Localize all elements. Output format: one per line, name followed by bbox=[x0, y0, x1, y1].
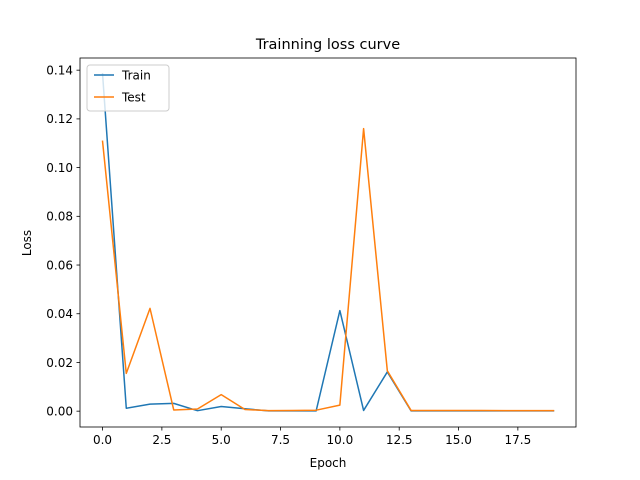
legend-box bbox=[86, 64, 170, 112]
legend-label-train: Train bbox=[121, 68, 151, 82]
y-tick-label: 0.14 bbox=[46, 63, 73, 77]
x-tick-label: 12.5 bbox=[386, 433, 413, 447]
x-tick-label: 5.0 bbox=[212, 433, 231, 447]
legend: Train Test bbox=[86, 64, 170, 112]
y-axis: 0.00 0.02 0.04 0.06 0.08 0.10 0.12 0.14 bbox=[46, 63, 80, 418]
y-tick-label: 0.12 bbox=[46, 112, 73, 126]
series-line-test bbox=[101, 127, 555, 412]
legend-label-test: Test bbox=[121, 90, 146, 104]
x-axis: 0.0 2.5 5.0 7.5 10.0 12.5 15.0 17.5 bbox=[93, 427, 531, 447]
y-axis-label: Loss bbox=[20, 230, 34, 256]
x-tick-label: 7.5 bbox=[271, 433, 290, 447]
series-layer bbox=[101, 73, 555, 412]
y-tick-label: 0.04 bbox=[46, 307, 73, 321]
x-tick-label: 0.0 bbox=[93, 433, 112, 447]
y-tick-label: 0.06 bbox=[46, 258, 73, 272]
y-tick-label: 0.10 bbox=[46, 161, 73, 175]
x-tick-label: 17.5 bbox=[504, 433, 531, 447]
chart-title: Trainning loss curve bbox=[255, 37, 400, 53]
x-tick-label: 2.5 bbox=[152, 433, 171, 447]
x-axis-label: Epoch bbox=[310, 456, 347, 470]
x-tick-label: 10.0 bbox=[327, 433, 354, 447]
plot-area bbox=[80, 58, 576, 427]
y-tick-label: 0.00 bbox=[46, 404, 73, 418]
plot-frame bbox=[79, 57, 577, 428]
y-tick-label: 0.02 bbox=[46, 356, 73, 370]
x-tick-label: 15.0 bbox=[445, 433, 472, 447]
y-tick-label: 0.08 bbox=[46, 210, 73, 224]
